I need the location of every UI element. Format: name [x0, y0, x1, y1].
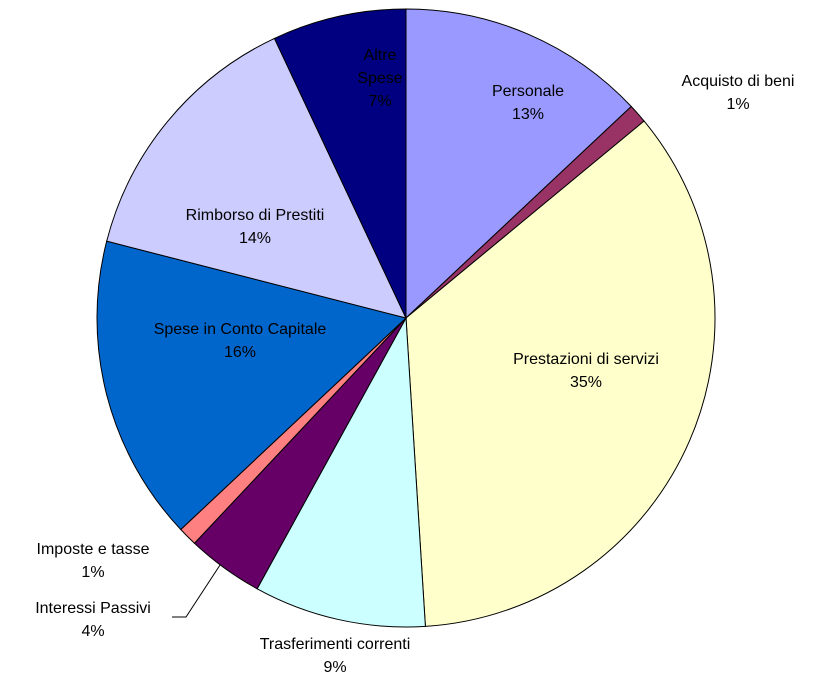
slice-name: Altre Spese — [357, 47, 403, 87]
slice-percent: 4% — [81, 623, 105, 640]
slice-percent: 1% — [81, 564, 105, 581]
pie-slice — [106, 37, 407, 319]
slice-name: Prestazioni di servizi — [513, 351, 659, 368]
slice-label: Spese in Conto Capitale 16% — [154, 318, 327, 364]
slice-name: Imposte e tasse — [36, 541, 150, 558]
slice-percent: 13% — [511, 106, 545, 123]
slice-percent: 16% — [223, 344, 257, 361]
slice-name: Rimborso di Prestiti — [185, 207, 325, 224]
pie-slice — [405, 120, 716, 627]
pie-slice — [256, 316, 426, 628]
pie-slice — [405, 8, 632, 320]
slice-name: Spese in Conto Capitale — [153, 321, 327, 338]
slice-name: Personale — [491, 83, 565, 100]
slice-label: Acquisto di beni 1% — [682, 70, 795, 116]
slice-percent: 1% — [726, 96, 750, 113]
slice-label: Interessi Passivi 4% — [35, 597, 151, 643]
slice-label: Rimborso di Prestiti 14% — [186, 204, 325, 250]
slice-label: Altre Spese 7% — [354, 44, 406, 113]
slice-percent: 7% — [368, 93, 392, 110]
slice-percent: 35% — [569, 374, 603, 391]
slice-label: Imposte e tasse 1% — [37, 538, 150, 584]
slice-label: Trasferimenti correnti 9% — [260, 633, 411, 679]
pie-slice — [96, 240, 408, 531]
leader-line — [172, 561, 223, 618]
slice-label: Personale 13% — [492, 80, 564, 126]
pie-slice — [273, 8, 407, 319]
slice-percent: 14% — [238, 230, 272, 247]
slice-name: Acquisto di beni — [681, 73, 795, 90]
slice-name: Trasferimenti correnti — [259, 636, 411, 653]
slice-label: Prestazioni di servizi 35% — [513, 348, 659, 394]
slice-percent: 9% — [323, 659, 347, 676]
slice-name: Interessi Passivi — [35, 600, 151, 617]
